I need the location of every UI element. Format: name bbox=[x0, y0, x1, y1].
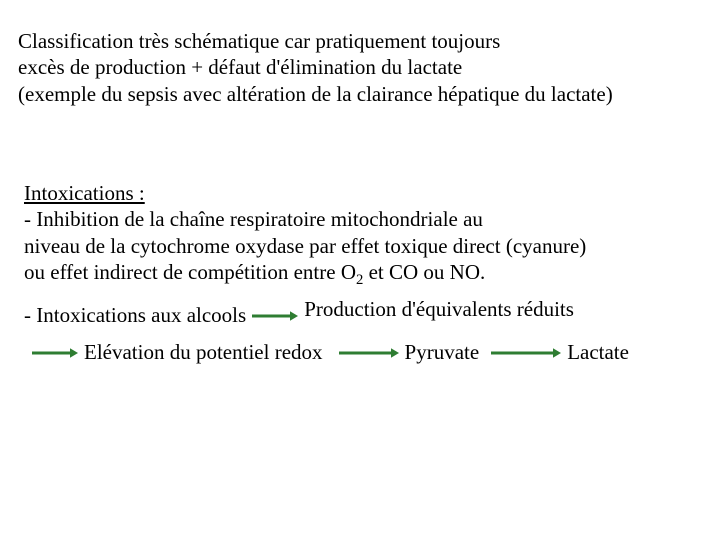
intox-title: Intoxications : bbox=[24, 180, 586, 206]
arrow-icon bbox=[339, 346, 399, 360]
intro-line-3: (exemple du sepsis avec altération de la… bbox=[18, 81, 613, 107]
arrow-icon bbox=[491, 346, 561, 360]
intox-line-1: - Inhibition de la chaîne respiratoire m… bbox=[24, 206, 586, 232]
intro-paragraph: Classification très schématique car prat… bbox=[18, 28, 613, 107]
intox-paragraph: Intoxications : - Inhibition de la chaîn… bbox=[24, 180, 586, 289]
intro-line-2: excès de production + défaut d'éliminati… bbox=[18, 54, 613, 80]
row-alcools: - Intoxications aux alcools Production d… bbox=[24, 303, 720, 328]
lactate-label: Lactate bbox=[567, 340, 629, 365]
redox-label: Elévation du potentiel redox bbox=[84, 340, 323, 365]
arrow-icon bbox=[32, 346, 78, 360]
production-label: Production d'équivalents réduits bbox=[304, 297, 574, 322]
intox-line-3b: et CO ou NO. bbox=[363, 260, 485, 284]
intro-line-1: Classification très schématique car prat… bbox=[18, 28, 613, 54]
intox-line-3: ou effet indirect de compétition entre O… bbox=[24, 259, 586, 290]
row-redox: Elévation du potentiel redox Pyruvate La… bbox=[32, 340, 720, 365]
intox-line-2: niveau de la cytochrome oxydase par effe… bbox=[24, 233, 586, 259]
intox-line-2b: (cyanure) bbox=[506, 234, 586, 258]
alcools-label: - Intoxications aux alcools bbox=[24, 303, 246, 328]
intox-line-2a: niveau de la cytochrome oxydase par effe… bbox=[24, 234, 501, 258]
pyruvate-label: Pyruvate bbox=[405, 340, 480, 365]
intox-line-3a: ou effet indirect de compétition entre O bbox=[24, 260, 356, 284]
arrow-icon bbox=[252, 309, 298, 323]
